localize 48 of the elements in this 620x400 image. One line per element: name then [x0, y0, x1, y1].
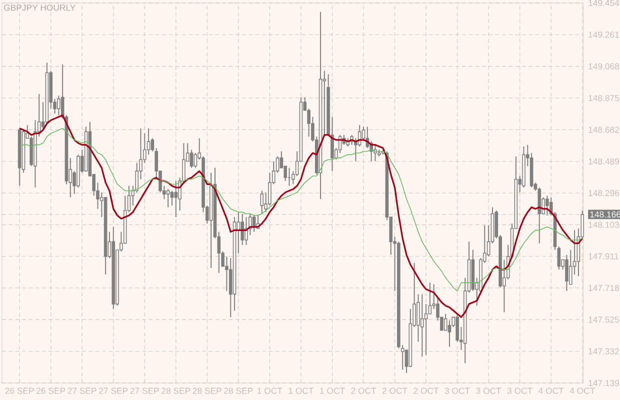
y-tick-label: 147.718 — [588, 284, 619, 292]
x-tick-label: 4 OCT — [570, 388, 595, 394]
x-tick-label: 3 OCT — [507, 388, 532, 394]
candlestick — [194, 152, 198, 168]
candlestick — [424, 304, 428, 356]
candlestick — [448, 320, 452, 348]
y-tick-label: 148.682 — [588, 126, 619, 133]
candlestick — [170, 190, 174, 206]
candlestick — [174, 180, 178, 218]
y-tick-label: 148.875 — [588, 94, 620, 102]
candlestick — [260, 190, 264, 214]
y-tick-label: 149.068 — [588, 63, 619, 70]
y-tick-label: 148.489 — [588, 158, 619, 164]
candlestick — [420, 294, 424, 358]
candlestick — [565, 254, 568, 292]
x-tick-label: 4 OCT — [538, 388, 564, 394]
x-tick-label: 3 OCT — [476, 388, 502, 394]
candlestick — [190, 149, 194, 168]
x-tick-label: 28 SEP — [192, 388, 222, 394]
x-tick-label: 2 OCT — [382, 388, 408, 394]
x-tick-label: 2 OCT — [351, 388, 376, 394]
x-tick-label: 1 OCT — [320, 388, 345, 394]
x-tick-label: 27 SEP — [130, 388, 159, 394]
y-tick-label: 147.911 — [588, 253, 618, 260]
x-tick-label: 3 OCT — [444, 388, 470, 394]
candlestick — [546, 195, 549, 216]
chart-title: GBPJPY HOURLY — [4, 4, 76, 11]
candlestick — [57, 95, 60, 116]
y-tick-label: 149.454 — [588, 0, 620, 6]
candlestick — [444, 313, 448, 331]
candlestick — [557, 246, 561, 270]
candlestick — [166, 188, 170, 208]
x-tick-label: 1 OCT — [288, 388, 314, 394]
x-tick-label: 1 OCT — [258, 388, 282, 394]
x-tick-label: 27 SEP — [68, 388, 96, 394]
x-tick-label: 27 SEP — [99, 388, 128, 394]
x-tick-label: 28 SEP — [162, 388, 190, 394]
y-tick-label: 147.139 — [588, 380, 619, 386]
x-tick-label: 28 SEP — [224, 388, 253, 394]
x-tick-label: 2 OCT — [414, 388, 439, 394]
y-tick-label: 148.103 — [588, 222, 619, 228]
candlestick — [244, 216, 248, 246]
x-tick-label: 26 SEP — [36, 388, 66, 394]
y-tick-label: 149.261 — [588, 32, 619, 38]
y-tick-label: 148.296 — [588, 190, 619, 196]
y-tick-label: 147.332 — [588, 348, 619, 354]
x-tick-label: 26 SEP — [5, 388, 34, 394]
y-tick-label: 147.525 — [588, 316, 620, 323]
